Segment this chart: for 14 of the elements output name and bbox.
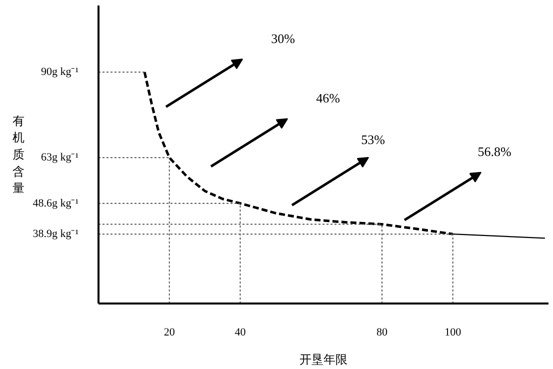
annotation: 56.8% xyxy=(478,144,512,160)
x-tick-label: 20 xyxy=(164,326,176,338)
x-tick-label: 80 xyxy=(376,326,388,338)
y-tick-label: 38.9g kg⁻¹ xyxy=(32,228,79,240)
annotation: 53% xyxy=(361,132,386,148)
x-tick-label: 100 xyxy=(444,326,462,338)
x-axis-title: 开垦年限 xyxy=(300,352,348,366)
x-tick-label: 40 xyxy=(234,326,246,338)
annotation: 30% xyxy=(271,30,296,46)
y-tick-label: 63g kg⁻¹ xyxy=(40,152,79,164)
y-tick-label: 90g kg⁻¹ xyxy=(40,66,79,78)
y-axis-title: 有机质含量 xyxy=(12,114,25,196)
y-tick-label: 48.6g kg⁻¹ xyxy=(32,197,79,210)
annotation: 46% xyxy=(316,90,340,106)
